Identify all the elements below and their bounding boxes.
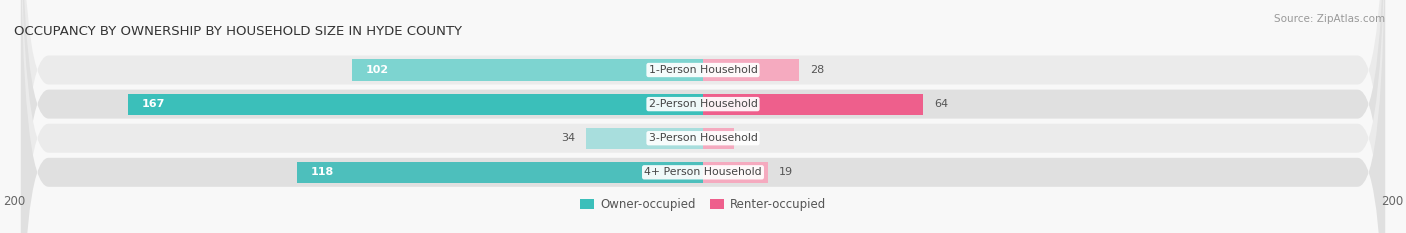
- Text: 19: 19: [779, 167, 793, 177]
- Text: 28: 28: [810, 65, 824, 75]
- Text: 167: 167: [142, 99, 165, 109]
- Text: 64: 64: [934, 99, 948, 109]
- Bar: [703, 128, 734, 149]
- Text: 2-Person Household: 2-Person Household: [648, 99, 758, 109]
- Text: 1-Person Household: 1-Person Household: [648, 65, 758, 75]
- FancyBboxPatch shape: [21, 0, 1385, 233]
- Text: 34: 34: [561, 133, 575, 143]
- Bar: [297, 162, 703, 183]
- Text: 4+ Person Household: 4+ Person Household: [644, 167, 762, 177]
- Bar: [586, 128, 703, 149]
- Legend: Owner-occupied, Renter-occupied: Owner-occupied, Renter-occupied: [575, 193, 831, 216]
- FancyBboxPatch shape: [21, 0, 1385, 233]
- Bar: [703, 93, 924, 115]
- Text: 102: 102: [366, 65, 388, 75]
- Text: 3-Person Household: 3-Person Household: [648, 133, 758, 143]
- Bar: [352, 59, 703, 81]
- Text: OCCUPANCY BY OWNERSHIP BY HOUSEHOLD SIZE IN HYDE COUNTY: OCCUPANCY BY OWNERSHIP BY HOUSEHOLD SIZE…: [14, 25, 463, 38]
- Text: 9: 9: [744, 133, 751, 143]
- FancyBboxPatch shape: [21, 0, 1385, 233]
- Bar: [703, 162, 769, 183]
- Text: 118: 118: [311, 167, 333, 177]
- FancyBboxPatch shape: [21, 0, 1385, 233]
- Bar: [703, 59, 800, 81]
- Text: Source: ZipAtlas.com: Source: ZipAtlas.com: [1274, 14, 1385, 24]
- Bar: [128, 93, 703, 115]
